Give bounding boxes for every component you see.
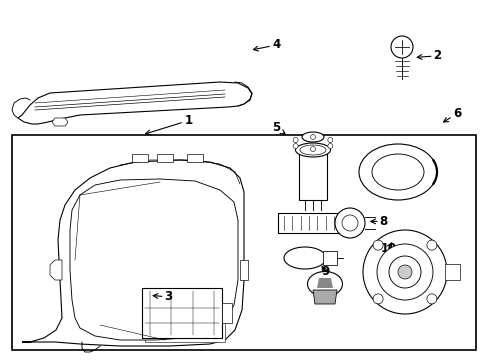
Text: 3: 3 [153, 291, 172, 303]
Polygon shape [22, 160, 244, 346]
Circle shape [388, 256, 420, 288]
Text: 7: 7 [372, 170, 389, 183]
Polygon shape [18, 82, 251, 124]
Bar [157, 154, 173, 162]
Bar [222, 303, 231, 323]
Text: 4: 4 [253, 39, 280, 51]
Bar [132, 154, 148, 162]
Circle shape [334, 208, 364, 238]
Bar [278, 213, 339, 233]
Bar [186, 154, 203, 162]
Bar [142, 288, 222, 338]
Ellipse shape [284, 247, 325, 269]
Polygon shape [312, 290, 336, 304]
Ellipse shape [358, 144, 436, 200]
Bar [240, 260, 247, 280]
Circle shape [372, 294, 382, 304]
Ellipse shape [307, 271, 342, 297]
Circle shape [293, 138, 298, 143]
Circle shape [293, 144, 298, 148]
Circle shape [372, 240, 382, 250]
Circle shape [397, 265, 411, 279]
Circle shape [327, 138, 332, 143]
Bar [12, 135, 475, 350]
Bar [145, 292, 224, 342]
Circle shape [390, 36, 412, 58]
Circle shape [341, 215, 357, 231]
Text: 8: 8 [370, 215, 387, 228]
Circle shape [376, 244, 432, 300]
Circle shape [327, 144, 332, 148]
Polygon shape [50, 260, 62, 280]
Circle shape [310, 147, 315, 152]
Polygon shape [52, 118, 68, 126]
Bar [323, 251, 336, 265]
Ellipse shape [302, 132, 324, 142]
Circle shape [426, 294, 436, 304]
Circle shape [426, 240, 436, 250]
Text: 1: 1 [145, 114, 192, 135]
Circle shape [310, 135, 315, 139]
Bar [298, 150, 326, 200]
Polygon shape [316, 278, 332, 288]
Text: 10: 10 [380, 242, 396, 255]
Text: 2: 2 [416, 49, 441, 62]
Circle shape [362, 230, 446, 314]
Text: 5: 5 [272, 121, 285, 134]
Text: 9: 9 [321, 265, 328, 278]
Ellipse shape [295, 143, 330, 157]
Ellipse shape [371, 154, 423, 190]
Polygon shape [70, 179, 238, 340]
Text: 6: 6 [443, 107, 460, 122]
Bar [444, 264, 459, 280]
Ellipse shape [299, 145, 325, 155]
